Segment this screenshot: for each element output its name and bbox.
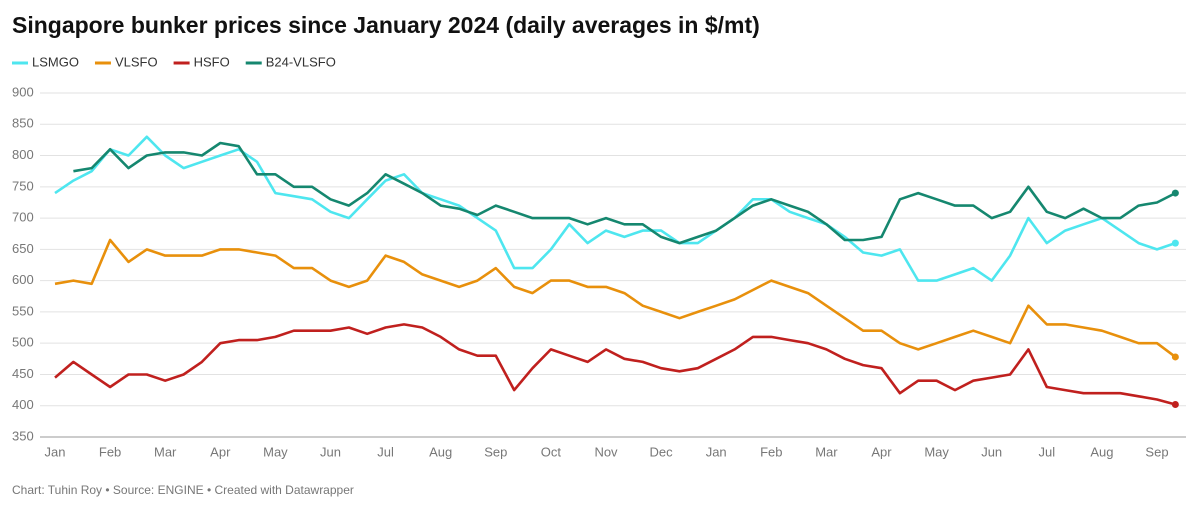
series-line <box>54 323 1176 406</box>
legend-label: HSFO <box>194 54 230 69</box>
x-tick-label: Jan <box>45 444 66 459</box>
end-dot <box>1171 239 1179 247</box>
x-tick-label: Aug <box>1090 444 1113 459</box>
x-tick-label: May <box>263 444 288 459</box>
y-tick-label: 350 <box>12 428 34 443</box>
series-line <box>54 135 1176 282</box>
chart-title: Singapore bunker prices since January 20… <box>12 12 760 38</box>
x-tick-label: Jul <box>1038 444 1055 459</box>
end-dot <box>1171 189 1179 197</box>
x-tick-label: Apr <box>210 444 231 459</box>
source-note: Chart: Tuhin Roy • Source: ENGINE • Crea… <box>12 483 354 497</box>
x-tick-label: Mar <box>815 444 838 459</box>
y-tick-label: 600 <box>12 272 34 287</box>
legend-label: LSMGO <box>32 54 79 69</box>
x-tick-label: Mar <box>154 444 177 459</box>
end-dot <box>1171 400 1179 408</box>
x-tick-label: Feb <box>99 444 121 459</box>
series-line <box>54 238 1177 358</box>
series-line <box>73 141 1176 245</box>
x-tick-label: Dec <box>650 444 674 459</box>
x-tick-label: May <box>924 444 949 459</box>
y-tick-label: 500 <box>12 335 34 350</box>
legend-label: B24-VLSFO <box>266 54 336 69</box>
y-tick-label: 400 <box>12 397 34 412</box>
x-tick-label: Aug <box>429 444 452 459</box>
x-tick-label: Jan <box>706 444 727 459</box>
x-tick-label: Nov <box>594 444 618 459</box>
x-tick-label: Sep <box>1145 444 1168 459</box>
y-tick-label: 800 <box>12 147 34 162</box>
y-tick-label: 550 <box>12 303 34 318</box>
y-tick-label: 650 <box>12 241 34 256</box>
y-tick-label: 750 <box>12 178 34 193</box>
x-tick-label: Jul <box>377 444 394 459</box>
legend-label: VLSFO <box>115 54 158 69</box>
y-tick-label: 900 <box>12 84 34 99</box>
y-tick-label: 700 <box>12 210 34 225</box>
x-tick-label: Jun <box>320 444 341 459</box>
x-tick-label: Feb <box>760 444 782 459</box>
end-dot <box>1171 353 1179 361</box>
y-tick-label: 850 <box>12 116 34 131</box>
x-tick-label: Sep <box>484 444 507 459</box>
y-tick-label: 450 <box>12 366 34 381</box>
x-tick-label: Oct <box>541 444 562 459</box>
x-tick-label: Jun <box>981 444 1002 459</box>
x-tick-label: Apr <box>871 444 892 459</box>
